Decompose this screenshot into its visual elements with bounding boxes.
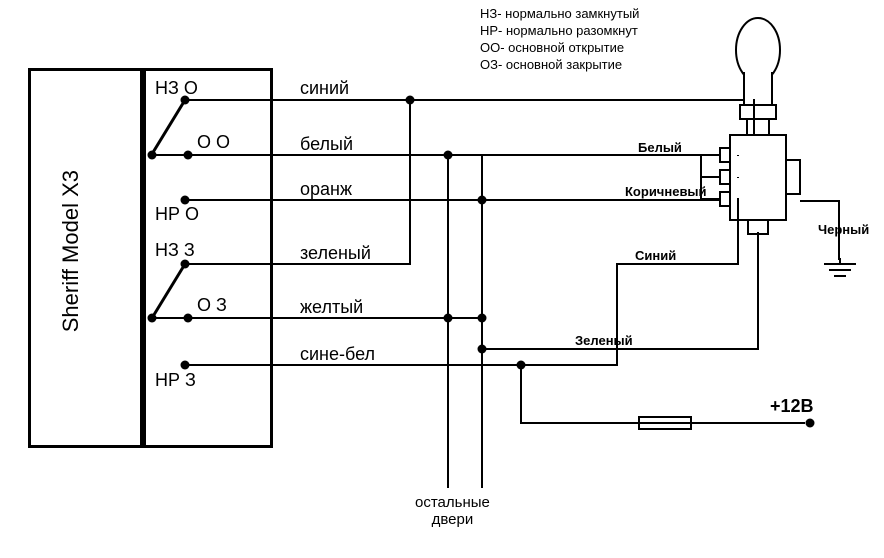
actuator-wire-label: Белый: [638, 140, 682, 155]
pin-label: О З: [197, 295, 227, 316]
legend-line: НР- нормально разомкнут: [480, 23, 639, 40]
actuator-wire-label: Синий: [635, 248, 676, 263]
wire-color-label: белый: [300, 134, 353, 155]
legend-line: НЗ- нормально замкнутый: [480, 6, 639, 23]
legend: НЗ- нормально замкнутый НР- нормально ра…: [480, 6, 639, 74]
pin-label: О О: [197, 132, 230, 153]
wire-color-label: желтый: [300, 297, 363, 318]
wire-color-label: оранж: [300, 179, 352, 200]
pin-label: НР О: [155, 204, 199, 225]
wire-color-label: синий: [300, 78, 349, 99]
pin-label: НЗ О: [155, 78, 198, 99]
module-title: Sheriff Model X3: [58, 170, 84, 332]
actuator-wire-label: Зеленый: [575, 333, 633, 348]
actuator-wire-label: Коричневый: [625, 184, 707, 199]
actuator-icon: [700, 10, 880, 300]
pin-label: НЗ З: [155, 240, 195, 261]
supply-label: +12В: [770, 396, 814, 417]
ground-icon: [820, 258, 860, 284]
wire-color-label: зеленый: [300, 243, 371, 264]
pin-label: НР З: [155, 370, 196, 391]
legend-line: ОЗ- основной закрытие: [480, 57, 639, 74]
other-doors-label: остальные двери: [415, 494, 490, 528]
legend-line: ОО- основной открытие: [480, 40, 639, 57]
fuse-icon: [635, 412, 695, 434]
module-box: [28, 68, 143, 448]
wire-color-label: сине-бел: [300, 344, 375, 365]
actuator-wire-label: Черный: [818, 222, 869, 237]
